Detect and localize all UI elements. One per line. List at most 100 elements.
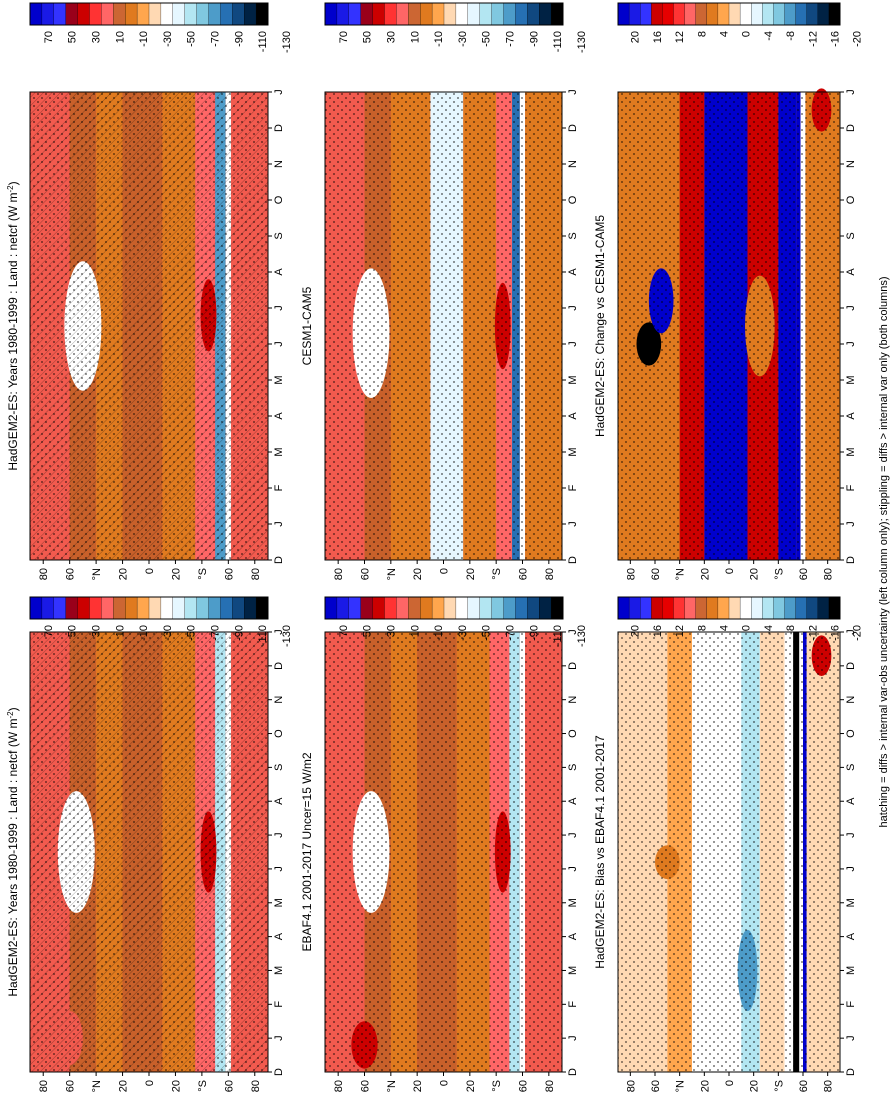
colorbar-swatch: [673, 2, 686, 26]
colorbar-frame: [324, 596, 564, 620]
colorbar-tick-label: -4: [763, 31, 775, 41]
colorbar-swatch: [695, 596, 708, 620]
colorbar-swatch: [113, 2, 126, 26]
colorbar-tick-label: 70: [43, 31, 55, 43]
colorbar-swatch: [673, 596, 686, 620]
colorbar-swatch: [640, 2, 652, 26]
lat-tick-label: 80: [333, 1080, 345, 1092]
colorbar-swatch: [29, 2, 43, 26]
colorbar-swatch: [65, 2, 79, 26]
colorbar-swatch: [491, 2, 504, 26]
colorbar-tick-label: 10: [114, 625, 126, 637]
colorbar-swatch: [372, 596, 385, 620]
month-tick-label: S: [567, 764, 579, 771]
colorbar-swatch: [539, 596, 552, 620]
colorbar-swatch: [232, 2, 245, 26]
colorbar-swatch: [717, 596, 730, 620]
colorbar-tick-label: -70: [504, 625, 516, 641]
month-tick-label: J: [567, 305, 579, 311]
colorbar-swatch: [113, 596, 126, 620]
month-tick-label: O: [567, 195, 579, 204]
colorbar-tick-label: 12: [674, 625, 686, 637]
lat-tick-label: 60: [360, 1080, 372, 1092]
lat-tick-label: 80: [544, 1080, 556, 1092]
colorbar-swatch: [408, 596, 421, 620]
month-tick-label: A: [567, 797, 579, 805]
colorbar-swatch: [220, 2, 233, 26]
colorbar-swatch: [617, 596, 630, 620]
month-tick-label: M: [845, 966, 857, 975]
colorbar-swatch: [806, 596, 819, 620]
month-tick-label: O: [273, 195, 285, 204]
colorbar-swatch: [751, 2, 763, 26]
colorbar-swatch: [684, 2, 697, 26]
colorbar-swatch: [706, 2, 719, 26]
colorbar-swatch: [125, 2, 138, 26]
month-tick-label: A: [273, 268, 285, 276]
month-tick-label: M: [845, 375, 857, 384]
lat-tick-label: 80: [544, 568, 556, 580]
colorbar-tick-label: -12: [807, 31, 819, 47]
lat-tick-label: 60: [65, 1080, 77, 1092]
lat-tick-label: 20: [170, 1080, 182, 1092]
colorbar-tick-label: 8: [696, 625, 708, 631]
panel-p1: D J F M A M J J A S O N D J 80 60 °N 20 0 20 °S 60 80 HadGEM2-E…: [6, 596, 293, 1092]
month-tick-label: M: [567, 447, 579, 456]
panel-title: HadGEM2-ES: Bias vs EBAF4.1 2001-2017: [593, 735, 607, 969]
colorbar-swatch: [172, 596, 186, 620]
colorbar-swatch: [467, 596, 481, 620]
month-tick-label: F: [273, 484, 285, 491]
colorbar-swatch: [77, 596, 90, 620]
colorbar-tick-label: -30: [457, 31, 469, 47]
month-tick-label: D: [273, 556, 285, 564]
colorbar-tick-label: -50: [481, 31, 493, 47]
colorbar-tick-label: -10: [433, 625, 445, 641]
colorbar-tick-label: -50: [186, 625, 198, 641]
colorbar-swatch: [817, 596, 830, 620]
colorbar-swatch: [89, 596, 102, 620]
lat-tick-label: 20: [465, 1080, 477, 1092]
colorbar-swatch: [244, 2, 257, 26]
colorbar-tick-label: -20: [852, 625, 864, 641]
lat-tick-label: 60: [223, 1080, 235, 1092]
colorbar-frame: [617, 2, 841, 26]
hatching-overlay: [30, 632, 268, 1072]
colorbar-swatch: [232, 596, 245, 620]
month-tick-label: J: [567, 89, 579, 95]
colorbar-swatch: [479, 2, 493, 26]
month-tick-label: M: [273, 966, 285, 975]
month-tick-label: J: [845, 629, 857, 635]
colorbar-swatch: [336, 2, 350, 26]
lat-tick-label: 20: [749, 568, 761, 580]
month-tick-label: M: [273, 375, 285, 384]
colorbar-tick-label: 50: [362, 31, 374, 43]
colorbar-swatch: [148, 2, 162, 26]
panel-p3: D J F M A M J J A S O N D J 80 60 °N 20 0 20 °S 60 80 EBAF4.1 2…: [300, 596, 588, 1092]
colorbar-swatch: [467, 2, 481, 26]
lat-tick-label: 0: [724, 1080, 736, 1086]
month-tick-label: A: [845, 932, 857, 940]
month-tick-label: J: [273, 1035, 285, 1041]
month-tick-label: F: [845, 484, 857, 491]
colorbar-swatch: [148, 596, 162, 620]
month-tick-label: J: [845, 521, 857, 527]
month-tick-label: D: [273, 662, 285, 670]
colorbar-tick-label: 12: [674, 31, 686, 43]
month-tick-label: M: [845, 898, 857, 907]
colorbar-swatch: [527, 596, 540, 620]
colorbar-swatch: [408, 2, 421, 26]
colorbar: 20 16 12 8 4 0 -4 -8 -12 -16 -20: [617, 596, 864, 641]
title-superscript: -2: [6, 711, 15, 719]
lat-tick-label: °N: [91, 1080, 103, 1092]
lat-tick-label: °S: [197, 1080, 209, 1092]
colorbar-swatch: [617, 2, 630, 26]
colorbar-swatch: [684, 596, 697, 620]
colorbar-swatch: [550, 2, 564, 26]
lat-tick-label: 20: [118, 1080, 130, 1092]
month-tick-label: J: [845, 305, 857, 311]
colorbar-swatch: [65, 596, 79, 620]
colorbar-swatch: [89, 2, 102, 26]
